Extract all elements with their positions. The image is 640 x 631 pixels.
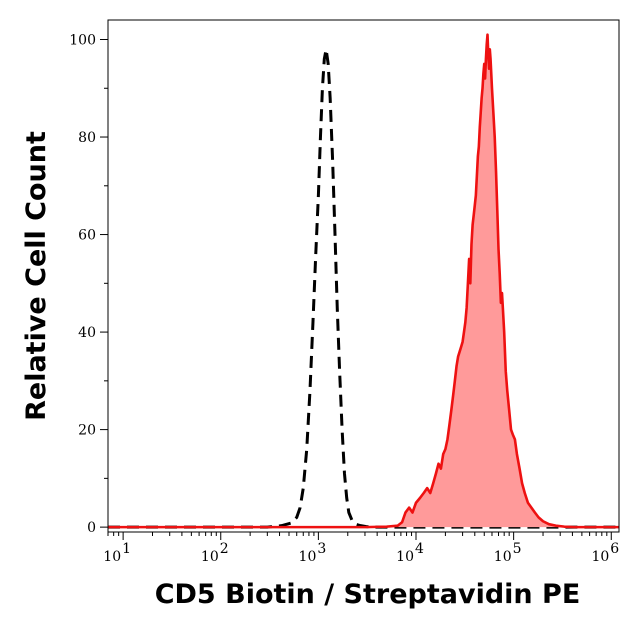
- x-axis-title: CD5 Biotin / Streptavidin PE: [155, 579, 581, 610]
- x-tick-exponent: 4: [415, 541, 424, 557]
- x-tick-exponent: 5: [513, 541, 522, 557]
- plot-frame: [107, 19, 620, 533]
- series-line-1: [108, 33, 619, 529]
- y-tick-label: 20: [78, 423, 96, 439]
- y-tick-label: 100: [69, 33, 96, 49]
- y-tick-label: 0: [87, 520, 96, 536]
- x-tick-label: 10: [299, 549, 317, 565]
- series-fill-1: [108, 34, 619, 528]
- series-line-0: [108, 47, 619, 529]
- x-tick-label: 10: [201, 549, 219, 565]
- x-tick-label: 10: [591, 549, 609, 565]
- axis-layer: [100, 19, 620, 540]
- x-tick-exponent: 3: [317, 541, 326, 557]
- x-tick-exponent: 1: [122, 541, 131, 557]
- y-tick-label: 80: [78, 130, 96, 146]
- x-tick-exponent: 6: [610, 541, 619, 557]
- y-tick-label: 40: [78, 325, 96, 341]
- x-tick-exponent: 2: [220, 541, 229, 557]
- x-tick-label: 10: [396, 549, 414, 565]
- series-layer: [108, 33, 619, 529]
- y-tick-label: 60: [78, 228, 96, 244]
- y-axis-title: Relative Cell Count: [21, 131, 52, 421]
- x-tick-label: 10: [494, 549, 512, 565]
- x-tick-label: 10: [103, 549, 121, 565]
